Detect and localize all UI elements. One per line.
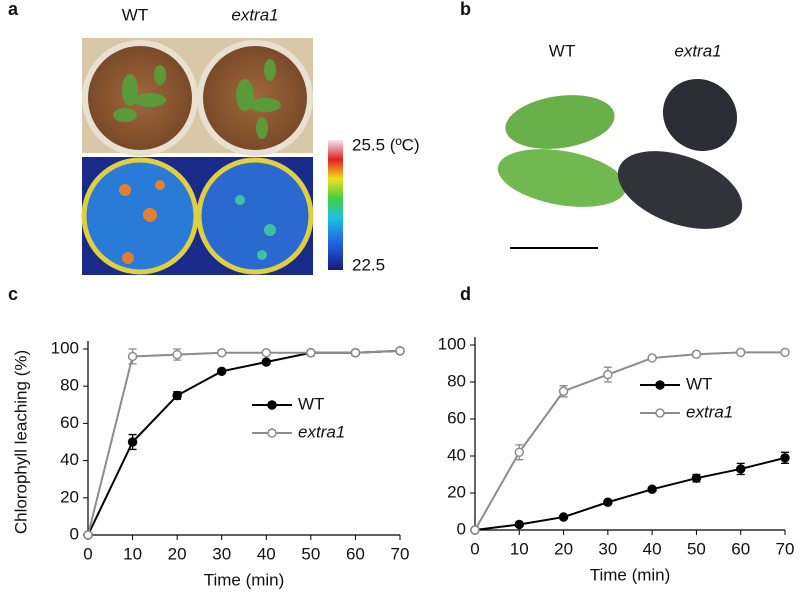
leaf-photo — [497, 78, 743, 249]
data-point — [172, 390, 182, 401]
data-point — [647, 353, 657, 363]
data-point — [691, 473, 702, 483]
genotype-label: WT — [549, 41, 575, 60]
y-tick-label: 20 — [447, 482, 466, 501]
colorbar — [328, 140, 343, 270]
series-line — [474, 351, 785, 531]
x-tick-label: 30 — [212, 544, 231, 563]
data-point — [647, 484, 657, 495]
data-point — [127, 351, 138, 362]
y-axis-label: Chlorophyll leaching (%) — [11, 350, 30, 534]
data-point — [603, 369, 613, 380]
y-tick-label: 100 — [438, 334, 466, 353]
series-line — [87, 349, 401, 536]
legend-marker — [267, 428, 277, 438]
data-point — [780, 347, 790, 358]
x-tick-label: 40 — [257, 544, 276, 563]
x-tick-label: 10 — [123, 544, 142, 563]
y-tick-label: 60 — [447, 408, 466, 427]
genotype-label: WT — [122, 5, 148, 24]
legend-label: WT — [298, 394, 324, 413]
data-point — [350, 347, 361, 358]
colorbar-max: 25.5 (ºC) — [352, 135, 420, 154]
data-point — [558, 386, 569, 396]
y-tick-label: 40 — [447, 445, 466, 464]
colorbar-min: 22.5 — [352, 255, 385, 274]
x-tick-label: 20 — [168, 544, 187, 563]
x-tick-label: 50 — [301, 544, 320, 563]
genotype-label: extra1 — [231, 5, 278, 24]
x-tick-label: 20 — [554, 539, 573, 558]
x-tick-label: 30 — [598, 539, 617, 558]
thermal-image — [81, 157, 314, 275]
x-tick-label: 70 — [391, 544, 410, 563]
data-point — [514, 447, 525, 458]
plant-photo — [82, 38, 313, 156]
data-point — [735, 464, 746, 474]
data-point — [514, 519, 525, 530]
legend-marker — [655, 408, 665, 418]
y-tick-label: 80 — [447, 371, 466, 390]
data-point — [780, 453, 790, 463]
y-tick-label: 100 — [51, 338, 79, 357]
data-point — [261, 347, 272, 358]
panel-label: d — [460, 284, 471, 304]
series-line — [474, 456, 786, 531]
y-tick-label: 20 — [60, 487, 79, 506]
x-tick-label: 60 — [346, 544, 365, 563]
y-tick-label: 40 — [60, 450, 79, 469]
panel-label: a — [8, 0, 19, 19]
data-point — [83, 530, 93, 540]
x-tick-label: 70 — [776, 539, 795, 558]
x-tick-label: 40 — [643, 539, 662, 558]
y-tick-label: 0 — [70, 524, 79, 543]
data-point — [735, 347, 746, 358]
panel-label: b — [460, 0, 471, 19]
data-point — [603, 497, 613, 507]
data-point — [216, 366, 227, 377]
legend-marker — [267, 400, 277, 410]
legend-label: extra1 — [298, 422, 345, 441]
x-axis-label: Time (min) — [590, 565, 671, 584]
y-tick-label: 60 — [60, 413, 79, 432]
genotype-label: extra1 — [674, 41, 721, 60]
data-point — [691, 349, 702, 359]
data-point — [558, 512, 569, 522]
data-point — [395, 346, 405, 356]
x-axis-label: Time (min) — [204, 570, 285, 589]
x-tick-label: 10 — [510, 539, 529, 558]
y-tick-label: 80 — [60, 376, 79, 395]
legend-label: extra1 — [686, 402, 733, 421]
data-point — [470, 525, 480, 535]
data-point — [261, 357, 272, 367]
panel-label: c — [8, 284, 18, 304]
data-point — [306, 347, 316, 358]
legend-marker — [655, 380, 665, 390]
x-tick-label: 0 — [470, 539, 479, 558]
y-tick-label: 0 — [457, 519, 466, 538]
data-point — [216, 347, 227, 358]
data-point — [127, 437, 138, 447]
data-point — [172, 349, 182, 360]
x-tick-label: 60 — [731, 539, 750, 558]
x-tick-label: 0 — [83, 544, 92, 563]
x-tick-label: 50 — [687, 539, 706, 558]
legend-label: WT — [686, 374, 712, 393]
